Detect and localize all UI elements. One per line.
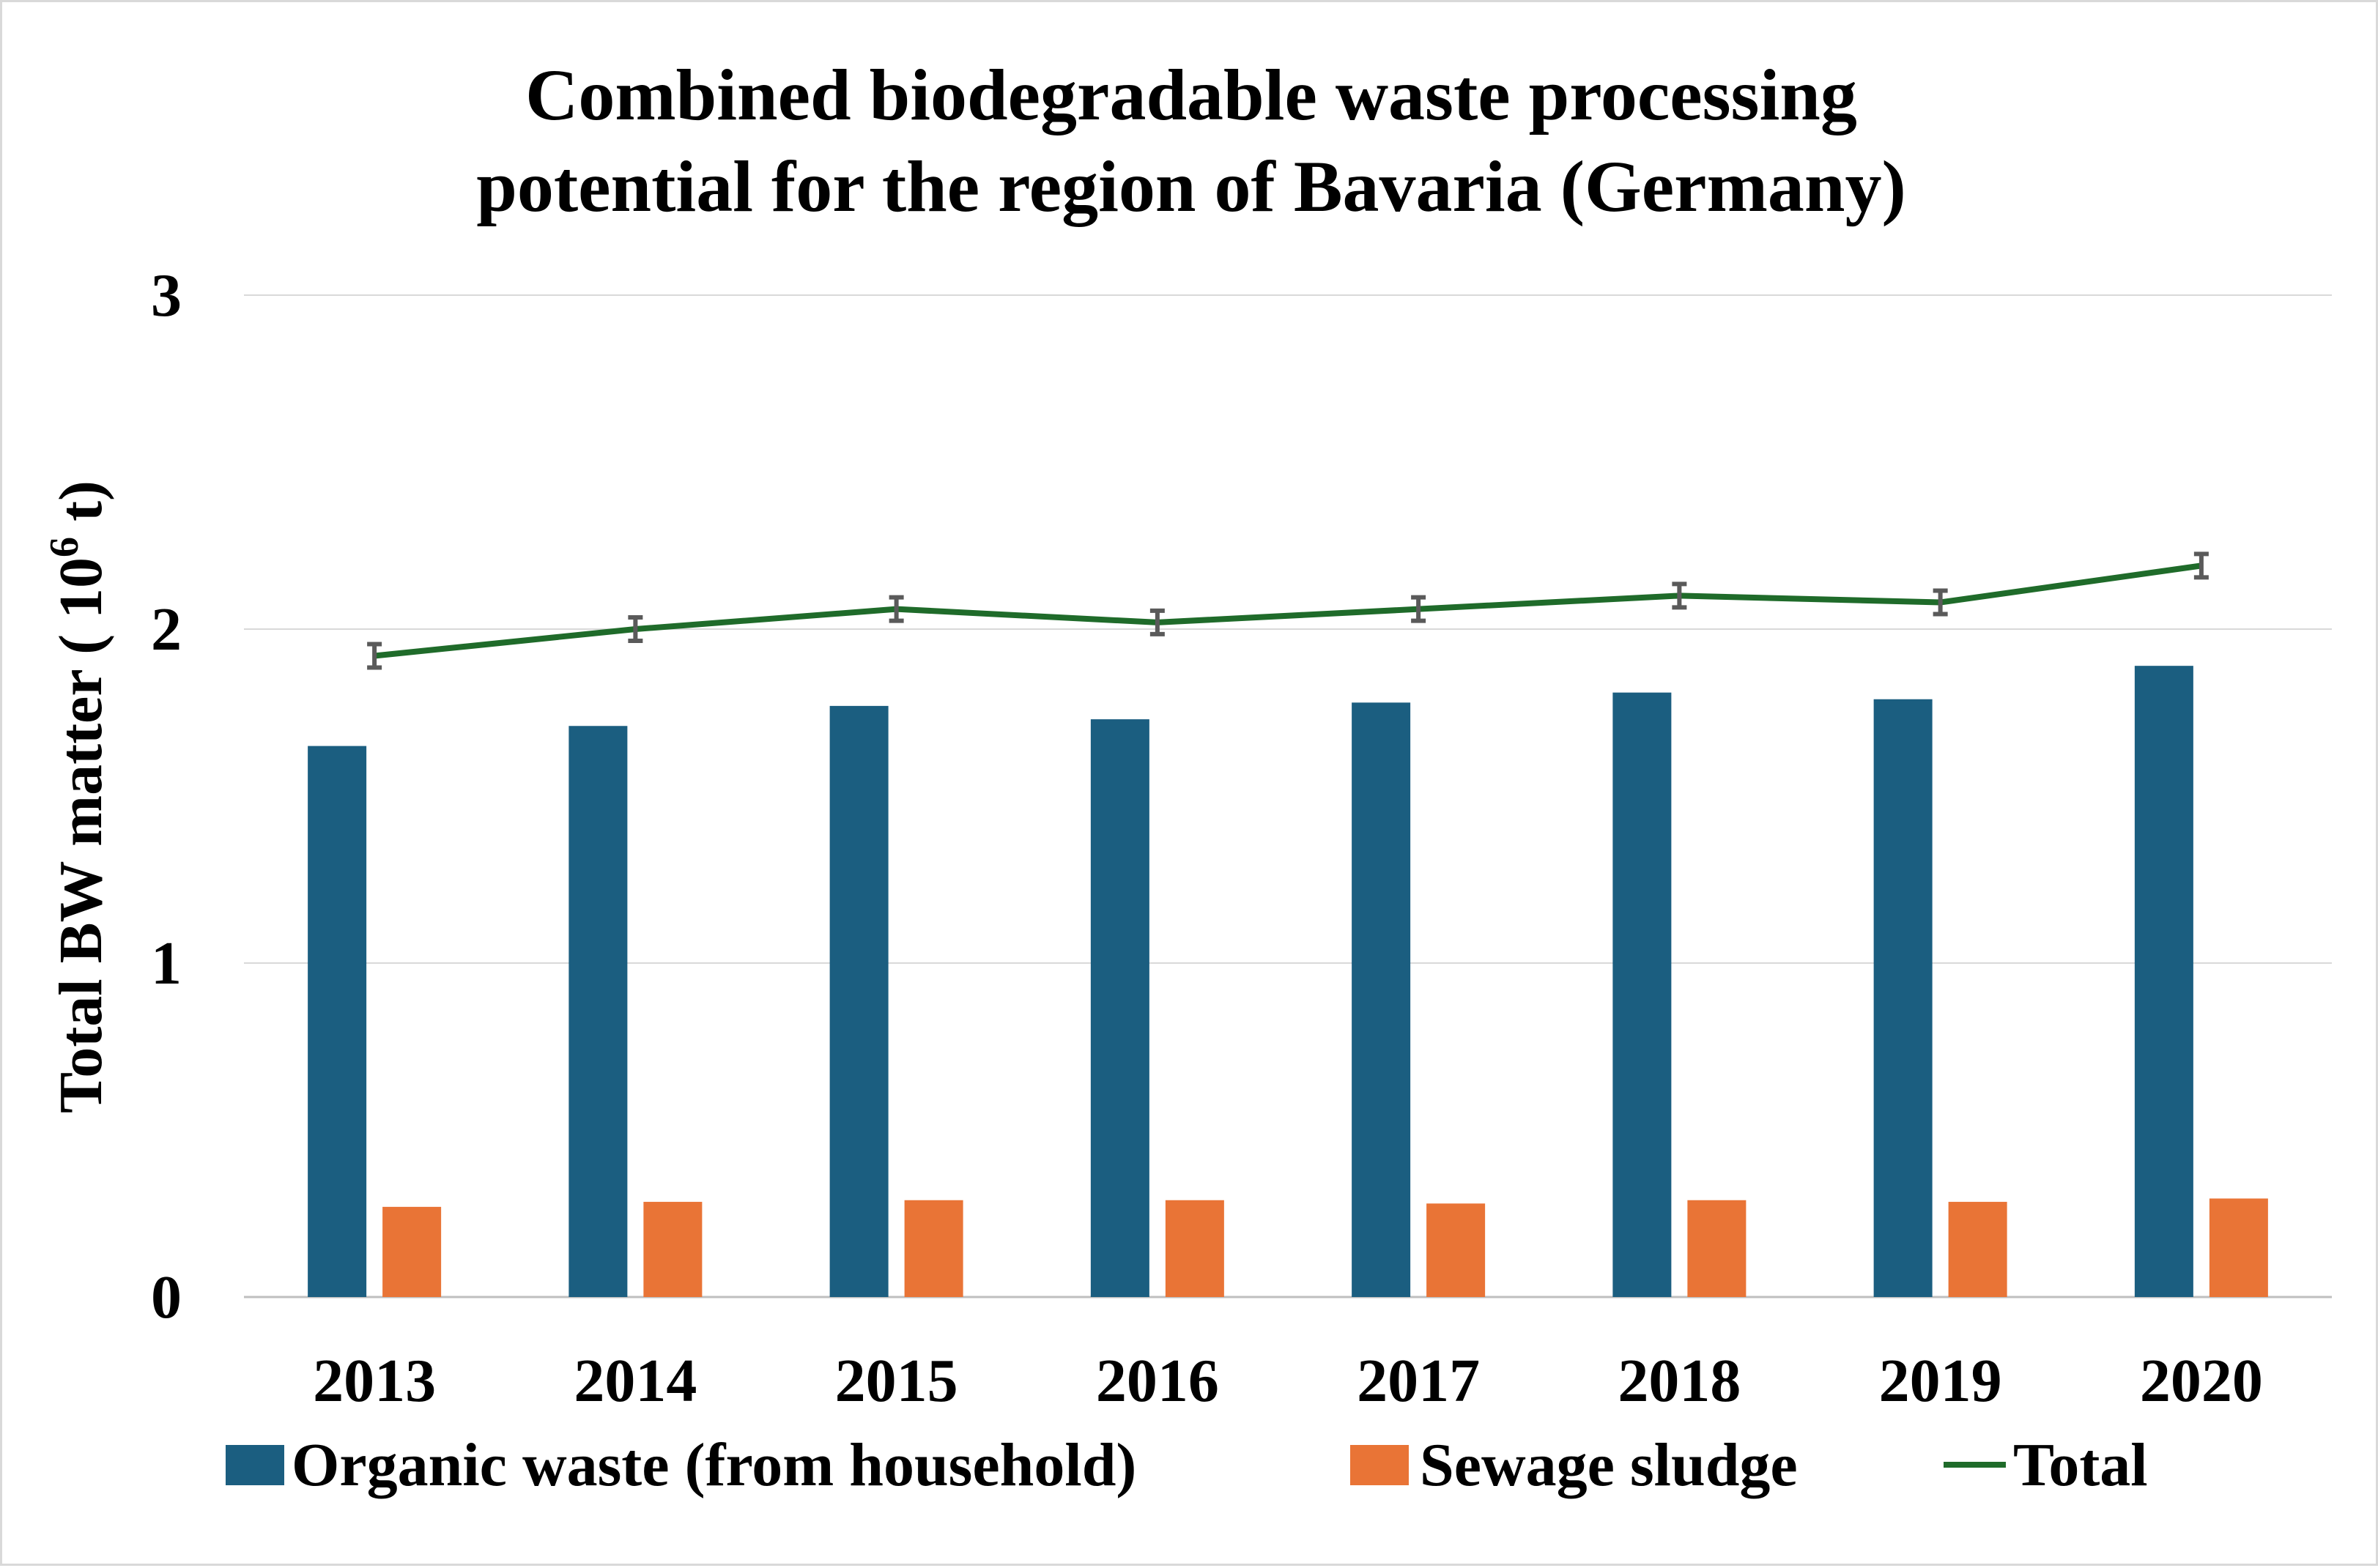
total-point-2019 [1933, 588, 1948, 617]
x-tick-label: 2014 [574, 1347, 697, 1415]
chart-title: Combined biodegradable waste processing p… [476, 54, 1906, 227]
legend-swatch [226, 1445, 284, 1485]
bars [308, 666, 2268, 1297]
sewage-sludge-bar-2019 [1948, 1202, 2007, 1297]
total-point-2013 [367, 642, 382, 670]
y-tick-label: 2 [151, 595, 182, 664]
x-tick-label: 2013 [313, 1347, 436, 1415]
total-point-2014 [628, 615, 643, 643]
sewage-sludge-bar-2018 [1687, 1200, 1747, 1297]
y-axis-ticks: 0 1 2 3 [151, 261, 182, 1331]
organic-waste-bar-2014 [568, 726, 628, 1297]
legend-label: Organic waste (from household) [292, 1431, 1136, 1499]
legend-label: Total [2013, 1431, 2148, 1499]
total-line [367, 551, 2209, 670]
legend: Organic waste (from household) Sewage slu… [226, 1431, 2148, 1499]
x-tick-label: 2015 [835, 1347, 958, 1415]
chart-title-line: potential for the region of Bavaria (Ger… [476, 146, 1906, 227]
sewage-sludge-bar-2013 [382, 1206, 442, 1297]
sewage-sludge-bar-2017 [1426, 1203, 1486, 1297]
total-point-2017 [1411, 595, 1426, 623]
legend-item-organic-waste-from-household-: Organic waste (from household) [226, 1431, 1136, 1499]
legend-label: Sewage sludge [1420, 1431, 1798, 1499]
x-tick-label: 2019 [1879, 1347, 2002, 1415]
total-point-2015 [889, 595, 904, 623]
organic-waste-bar-2017 [1352, 702, 1411, 1297]
x-axis-ticks: 2013 2014 2015 2016 2017 2018 2019 2020 [313, 1347, 2263, 1415]
y-axis-label-prefix: Total BW matter ( 10 [47, 557, 115, 1113]
y-axis-label: Total BW matter ( 106 t) [42, 480, 115, 1113]
organic-waste-bar-2013 [308, 746, 367, 1297]
legend-item-total: Total [1944, 1431, 2148, 1499]
x-tick-label: 2020 [2140, 1347, 2263, 1415]
gridlines [244, 294, 2332, 1298]
legend-swatch [1350, 1445, 1409, 1485]
x-tick-label: 2017 [1357, 1347, 1480, 1415]
y-axis-label-suffix: t) [47, 480, 115, 537]
organic-waste-bar-2020 [2134, 666, 2193, 1297]
organic-waste-bar-2015 [829, 705, 889, 1297]
sewage-sludge-bar-2016 [1165, 1200, 1224, 1297]
sewage-sludge-bar-2020 [2209, 1198, 2268, 1297]
organic-waste-bar-2016 [1090, 719, 1149, 1297]
y-axis-label-text: Total BW matter ( 106 t) [42, 480, 115, 1113]
x-tick-label: 2018 [1618, 1347, 1741, 1415]
total-point-2016 [1149, 608, 1165, 636]
total-point-2018 [1672, 582, 1687, 610]
organic-waste-bar-2018 [1612, 692, 1672, 1297]
x-tick-label: 2016 [1096, 1347, 1219, 1415]
y-tick-label: 3 [151, 261, 182, 330]
total-series-line [374, 562, 2202, 659]
y-tick-label: 0 [151, 1263, 182, 1331]
organic-waste-bar-2019 [1873, 699, 1933, 1297]
sewage-sludge-bar-2014 [643, 1202, 703, 1297]
total-point-2020 [2193, 551, 2209, 580]
y-axis-label-superscript: 6 [42, 537, 87, 557]
chart-title-line: Combined biodegradable waste processing [525, 54, 1857, 135]
y-tick-label: 1 [151, 929, 182, 997]
sewage-sludge-bar-2015 [904, 1200, 963, 1297]
legend-item-sewage-sludge: Sewage sludge [1350, 1431, 1798, 1499]
